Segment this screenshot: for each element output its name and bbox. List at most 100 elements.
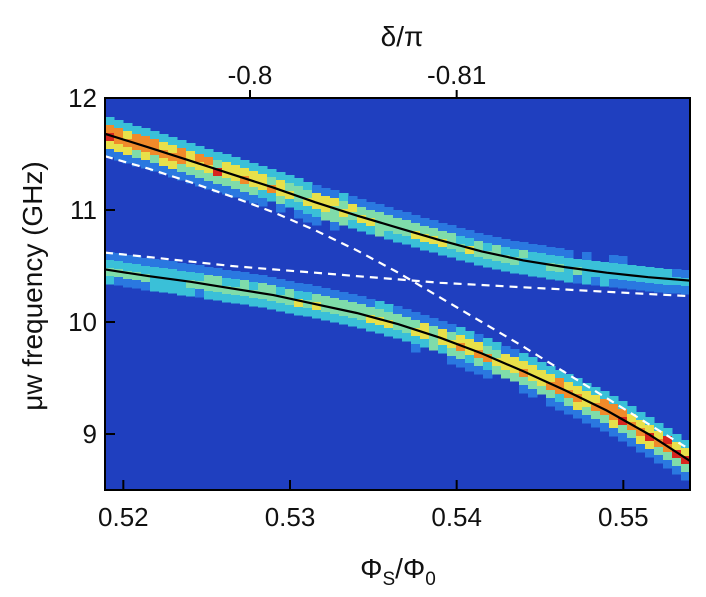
heatmap-cell-500 [582,407,592,416]
heatmap-cell-59 [204,181,214,190]
heatmap-cell-173 [438,239,448,248]
heatmap-cell-350 [276,287,286,296]
heatmap-cell-260 [645,283,655,292]
heatmap-cell-295 [150,275,160,284]
heatmap-cell-470 [528,373,538,382]
heatmap-cell-483 [555,378,565,387]
heatmap-cell-544 [663,444,673,453]
heatmap-cell-47 [186,159,196,168]
heatmap-cell-291 [141,274,151,283]
heatmap-cell-322 [213,276,223,285]
heatmap-cell-382 [348,302,358,311]
heatmap-cell-184 [465,238,475,247]
heatmap-cell-26 [150,139,160,148]
heatmap-cell-256 [636,274,646,283]
heatmap-cell-16 [132,134,142,143]
heatmap-cell-459 [510,349,520,358]
heatmap-cell-51 [195,154,205,163]
heatmap-cell-419 [429,326,439,335]
heatmap-cell-464 [519,361,529,370]
heatmap-cell-215 [537,245,547,254]
heatmap-cell-158 [402,236,412,245]
heatmap-cell-24 [141,160,151,169]
heatmap-cell-455 [501,346,511,355]
heatmap-cell-241 [600,262,610,271]
heatmap-cell-146 [375,228,385,237]
heatmap-cell-244 [609,255,619,264]
heatmap-cell-235 [582,260,592,269]
heatmap-cell-274 [105,260,115,269]
heatmap-cell-306 [177,271,187,280]
heatmap-cell-396 [375,325,385,334]
heatmap-cell-245 [609,263,619,272]
heatmap-cell-89 [258,198,268,207]
heatmap-cell-395 [375,317,385,326]
heatmap-cell-112 [303,214,313,223]
heatmap-cell-191 [483,235,493,244]
heatmap-cell-149 [384,223,394,232]
heatmap-cell-339 [249,290,259,299]
heatmap-cell-292 [141,282,151,291]
x-tick-label-1: 0.53 [265,502,316,532]
heatmap-cell-401 [393,306,403,315]
heatmap-cell-187 [474,233,484,242]
heatmap-cell-128 [339,201,349,210]
heatmap-cell-222 [546,271,556,280]
heatmap-cell-524 [627,422,637,431]
heatmap-cell-41 [177,148,187,157]
heatmap-cell-39 [168,169,178,178]
heatmap-cell-480 [546,390,556,399]
heatmap-cell-431 [456,327,466,336]
heatmap-cell-257 [636,282,646,291]
heatmap-cell-207 [519,242,529,251]
heatmap-cell-379 [339,308,349,317]
heatmap-cell-398 [384,312,394,321]
heatmap-cell-100 [285,183,295,192]
heatmap-cell-275 [105,268,115,277]
heatmap-cell-7 [114,136,124,145]
heatmap-cell-197 [492,253,502,262]
heatmap-cell-326 [222,278,232,287]
heatmap-cell-542 [663,428,673,437]
heatmap-cell-312 [186,288,196,297]
heatmap-cell-356 [285,305,295,314]
heatmap-cell-299 [159,276,169,285]
heatmap-cell-509 [600,407,610,416]
heatmap-cell-130 [339,217,349,226]
heatmap-cell-272 [681,286,690,295]
heatmap-cell-314 [195,273,205,282]
top-axis-ticks: -0.8 -0.81 [228,60,486,98]
heatmap-cells [105,117,690,481]
heatmap-cell-297 [159,260,169,269]
heatmap-cell-101 [285,191,295,200]
heatmap-cell-434 [456,351,466,360]
heatmap-cell-174 [438,247,448,256]
heatmap-cell-12 [123,139,133,148]
heatmap-cell-199 [501,239,511,248]
heatmap-cell-359 [294,299,304,308]
heatmap-cell-447 [483,346,493,355]
heatmap-cell-453 [492,358,502,367]
heatmap-cell-142 [366,226,376,235]
heatmap-cell-290 [141,266,151,275]
heatmap-cell-278 [114,261,124,270]
heatmap-cell-325 [222,270,232,279]
heatmap-cell-381 [348,294,358,303]
heatmap-cell-134 [348,220,358,229]
heatmap-cell-251 [618,280,628,289]
heatmap-cell-116 [312,209,322,218]
heatmap-cell-71 [231,165,241,174]
heatmap-cell-503 [591,395,601,404]
heatmap-cell-416 [420,331,430,340]
heatmap-cell-81 [249,171,259,180]
heatmap-cell-69 [222,186,232,195]
heatmap-cell-231 [573,259,583,268]
heatmap-cell-204 [510,249,520,258]
heatmap-cell-320 [204,291,214,300]
heatmap-cell-378 [339,300,349,309]
fit-curves [105,132,690,462]
heatmap-cell-293 [150,259,160,268]
heatmap-cell-37 [168,153,178,162]
heatmap-cell-420 [429,334,439,343]
heatmap-cell-262 [654,276,664,285]
